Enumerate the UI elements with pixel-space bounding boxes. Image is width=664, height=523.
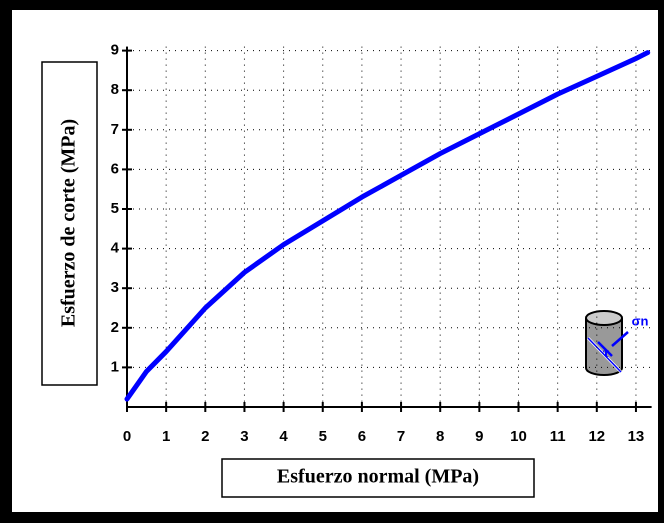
x-tick-label: 4 [279, 428, 288, 445]
x-tick-label: 5 [319, 428, 327, 445]
background [12, 10, 658, 512]
annotation: τ [603, 346, 610, 361]
y-label-box [41, 61, 98, 386]
x-tick-label: 1 [162, 428, 170, 445]
icon [585, 310, 629, 376]
x-tick-label: 6 [358, 428, 366, 445]
annotation: σn [632, 313, 649, 328]
y-tick-label: 7 [111, 121, 119, 138]
y-tick-label: 4 [111, 240, 120, 257]
x-axis-label: Esfuerzo normal (MPa) [277, 466, 479, 488]
x-label-box [221, 458, 535, 498]
x-tick-label: 10 [510, 428, 527, 445]
y-axis-label: Esfuerzo de corte (MPa) [58, 119, 80, 327]
y-tick-label: 5 [111, 200, 119, 217]
y-tick-label: 2 [111, 319, 119, 336]
y-tick-label: 8 [111, 81, 119, 98]
x-tick-label: 11 [550, 428, 566, 445]
x-tick-label: 0 [123, 428, 131, 445]
x-tick-label: 8 [436, 428, 444, 445]
x-tick-label: 12 [588, 428, 605, 445]
y-tick-label: 1 [111, 358, 119, 375]
x-tick-label: 7 [397, 428, 405, 445]
y-tick-label: 3 [111, 279, 119, 296]
y-tick-label: 9 [111, 42, 119, 59]
y-tick-label: 6 [111, 160, 119, 177]
x-tick-label: 2 [201, 428, 209, 445]
x-tick-label: 13 [628, 428, 645, 445]
line [124, 50, 651, 402]
x-tick-label: 9 [475, 428, 483, 445]
x-tick-label: 3 [240, 428, 248, 445]
